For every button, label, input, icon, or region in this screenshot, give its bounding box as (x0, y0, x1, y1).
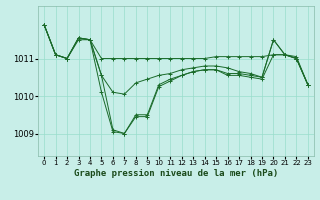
X-axis label: Graphe pression niveau de la mer (hPa): Graphe pression niveau de la mer (hPa) (74, 169, 278, 178)
